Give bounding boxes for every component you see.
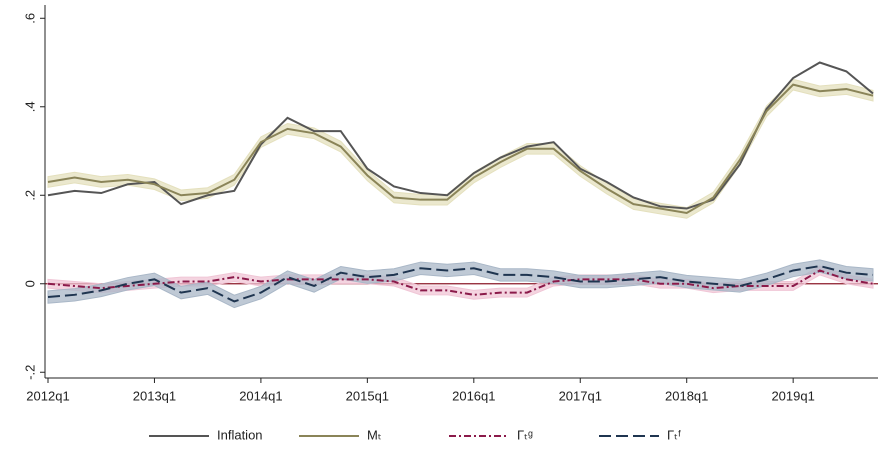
x-tick-label: 2019q1 (771, 388, 814, 403)
series-line (47, 61, 874, 210)
confidence-band (47, 78, 874, 219)
y-tick-label: .4 (22, 101, 37, 112)
y-tick-label: 0 (22, 280, 37, 287)
legend: Inflation Mₜ Γₜᵍ Γₜᶠ (149, 427, 681, 442)
x-tick-label: 2013q1 (133, 388, 176, 403)
y-tick-label: .6 (22, 13, 37, 24)
y-tick-label: -.2 (22, 365, 37, 380)
x-tick-label: 2017q1 (559, 388, 602, 403)
x-tick-label: 2015q1 (346, 388, 389, 403)
x-tick-label: 2016q1 (452, 388, 495, 403)
x-tick-label: 2018q1 (665, 388, 708, 403)
series-line (47, 269, 874, 296)
series-line (47, 83, 874, 215)
x-tick-label: 2012q1 (26, 388, 69, 403)
legend-label: Γₜᶠ (667, 427, 681, 442)
y-tick-label: .2 (22, 190, 37, 201)
legend-label: Γₜᵍ (517, 427, 533, 442)
series-line (47, 265, 874, 303)
legend-label: Mₜ (367, 427, 382, 442)
legend-label: Inflation (217, 427, 263, 442)
x-tick-label: 2014q1 (239, 388, 282, 403)
